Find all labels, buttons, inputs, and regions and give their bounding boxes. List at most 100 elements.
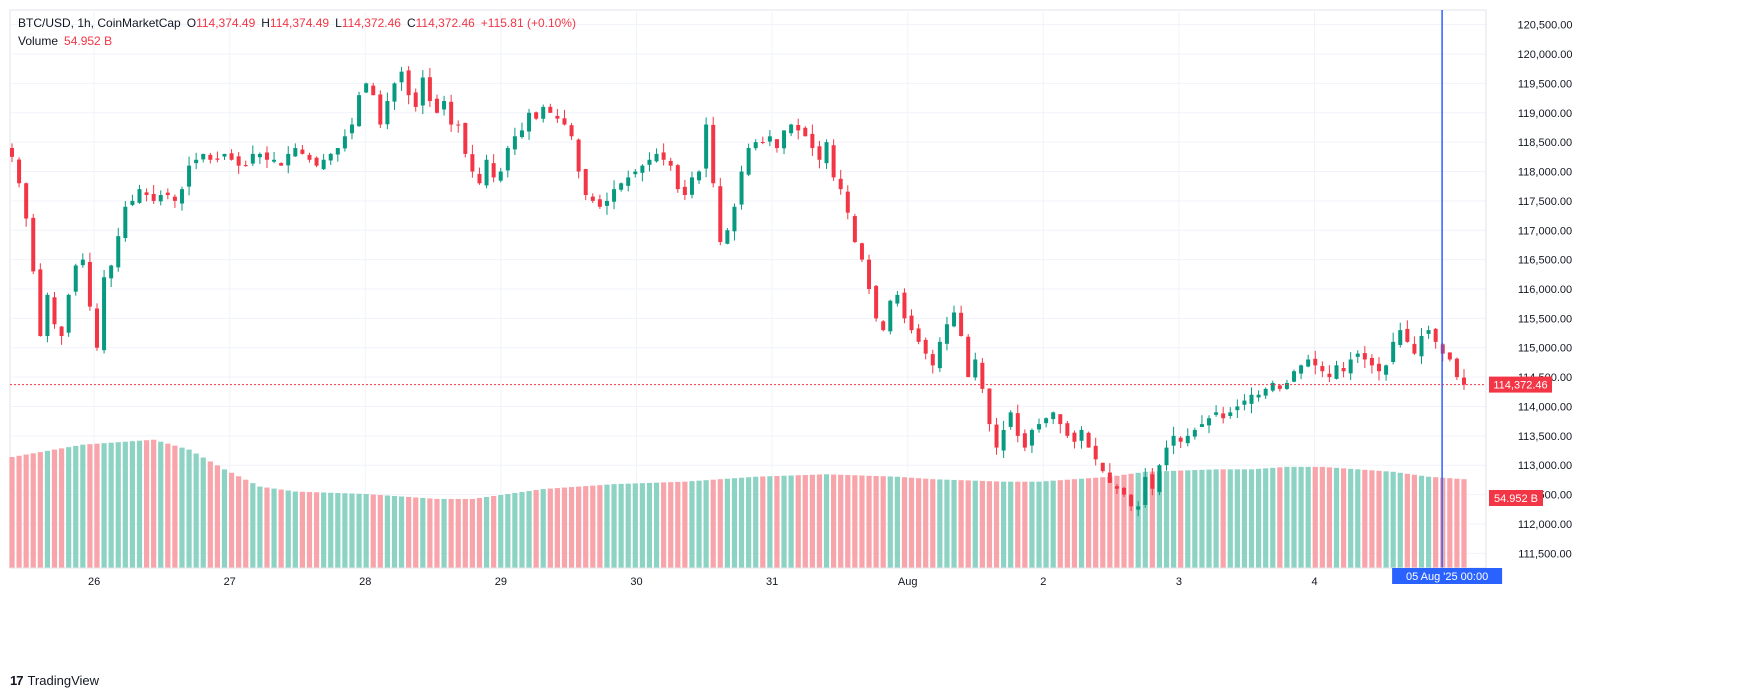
candle-body	[201, 153, 206, 160]
candle-body	[1178, 437, 1183, 442]
candle-body	[1377, 363, 1382, 372]
price-tick-label: 115,000.00	[1518, 343, 1572, 355]
candle-body	[10, 148, 14, 157]
volume-bar	[391, 495, 398, 568]
candle-body	[420, 77, 425, 106]
candle-body	[1157, 465, 1162, 493]
volume-bar	[774, 475, 780, 568]
high-label: H	[261, 16, 270, 30]
tradingview-attribution[interactable]: 17 TradingView	[10, 673, 99, 688]
candle-body	[116, 236, 121, 268]
volume-bar	[972, 480, 978, 568]
volume-bar	[668, 482, 674, 568]
volume-bar	[328, 492, 334, 568]
volume-bar	[292, 491, 298, 568]
time-tick-label: 2	[1040, 576, 1046, 588]
candle-body	[1447, 352, 1452, 360]
time-tick-label: 30	[630, 576, 642, 588]
volume-bar	[1036, 481, 1042, 568]
volume-bar	[165, 443, 171, 568]
low-label: L	[335, 16, 342, 30]
volume-bar	[398, 496, 405, 568]
candle-body	[172, 196, 177, 201]
volume-bar	[1348, 468, 1354, 568]
candle-body	[689, 177, 694, 195]
volume-bar	[1425, 476, 1432, 568]
candle-body	[704, 124, 709, 169]
candle-body	[137, 189, 142, 203]
volume-bar	[1340, 468, 1347, 568]
price-tick-label: 118,000.00	[1518, 167, 1572, 179]
volume-bar	[788, 475, 794, 568]
volume-bar	[873, 475, 879, 568]
candle-body	[937, 341, 942, 369]
volume-bar	[731, 478, 738, 568]
volume-bar	[1206, 469, 1212, 568]
price-tick-label: 119,500.00	[1518, 78, 1572, 90]
candle-body	[555, 115, 560, 119]
volume-bar	[221, 469, 228, 568]
volume-bar	[476, 497, 483, 568]
symbol-label[interactable]: BTC/USD, 1h, CoinMarketCap	[18, 16, 181, 30]
volume-bar	[894, 476, 900, 568]
ohlc-legend-row: BTC/USD, 1h, CoinMarketCap O114,374.49 H…	[18, 14, 576, 32]
candle-body	[831, 145, 836, 178]
close-label: C	[406, 16, 416, 30]
volume-bar	[1263, 468, 1269, 568]
candle-body	[1249, 394, 1254, 404]
candle-body	[342, 136, 347, 149]
candle-body	[505, 148, 510, 171]
volume-badge: 54.952 B	[1489, 490, 1543, 506]
candle-body	[264, 152, 269, 160]
volume-bar	[944, 479, 950, 568]
candle-body	[711, 124, 716, 184]
time-axis[interactable]: 26 27 28 29 30 31 Aug 2 3 4	[10, 567, 1486, 588]
candle-body	[548, 106, 553, 113]
volume-bar	[483, 496, 490, 568]
volume-bar	[590, 485, 596, 568]
volume-bar	[505, 494, 511, 568]
candle-body	[109, 265, 114, 279]
volume-bar	[179, 447, 185, 568]
candle-body	[484, 159, 489, 186]
candle-body	[626, 177, 631, 186]
candle-body	[1065, 423, 1070, 436]
volume-bar	[540, 489, 546, 568]
volume-bar	[887, 476, 893, 568]
candle-body	[1022, 433, 1027, 448]
volume-bar	[753, 476, 759, 568]
volume-bar	[1156, 471, 1163, 568]
volume-label[interactable]: Volume	[18, 34, 59, 48]
volume-bar	[724, 478, 730, 568]
volume-bar	[1015, 481, 1021, 568]
volume-bar	[526, 491, 532, 568]
candle-body	[534, 112, 539, 119]
volume-bar	[1057, 480, 1063, 568]
candle-body	[1327, 373, 1332, 378]
volume-bar	[207, 461, 213, 568]
volume-bar	[993, 481, 1000, 568]
candle-body	[668, 160, 673, 166]
volume-bar	[313, 492, 320, 568]
volume-bar	[795, 475, 801, 568]
candle-body	[1001, 429, 1006, 451]
volume-bar	[469, 498, 475, 568]
candle-body	[952, 312, 957, 327]
candle-body	[675, 165, 680, 190]
volume-bar	[554, 488, 560, 568]
candle-body	[293, 148, 298, 157]
price-axis[interactable]: 111,500.00112,000.00112,500.00113,000.00…	[1485, 10, 1573, 568]
candle-body	[477, 173, 482, 184]
volume-bar	[1199, 469, 1205, 568]
candle-body	[1348, 359, 1353, 374]
candle-body	[1412, 343, 1417, 354]
candle-body	[1270, 382, 1275, 391]
volume-bar	[257, 486, 263, 568]
candle-body	[1355, 353, 1360, 357]
time-tick-label: 3	[1176, 576, 1182, 588]
candle-body	[512, 136, 517, 150]
volume-bar	[94, 443, 100, 568]
candle-body	[874, 285, 879, 319]
candle-body	[1129, 494, 1134, 507]
